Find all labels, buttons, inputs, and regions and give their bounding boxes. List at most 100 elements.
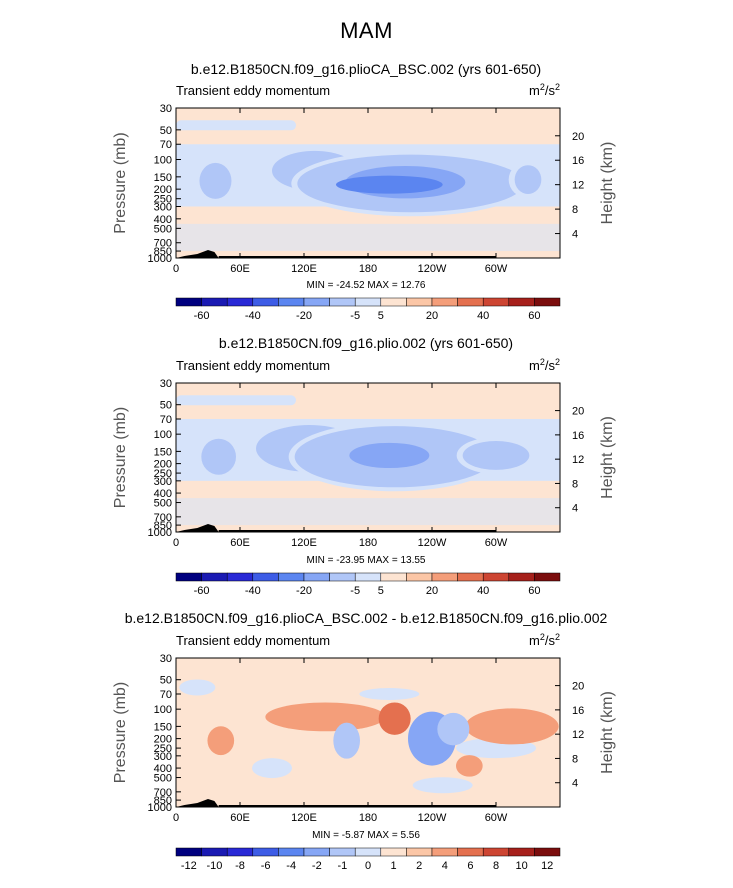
contour-patch [359, 688, 420, 701]
stats-text: MIN = -24.52 MAX = 12.76 [307, 280, 426, 291]
contour-patch [252, 758, 292, 779]
x-tick-label: 120E [291, 263, 317, 275]
y2-tick-label: 12 [572, 729, 584, 741]
y2-tick-label: 16 [572, 155, 584, 167]
y2-tick-label: 4 [572, 229, 578, 241]
colorbar-swatch [431, 847, 458, 857]
colorbar: -12 -10 -8 -6 -4 -2 -1 0 1 2 4 6 8 10 12 [175, 847, 561, 872]
y2-axis-title: Height (km) [599, 142, 616, 225]
colorbar-swatch [329, 572, 356, 582]
y-tick-label: 300 [154, 751, 172, 763]
x-tick-label: 60E [230, 537, 250, 549]
x-tick-label: 120W [418, 812, 447, 824]
colorbar-label: 0 [365, 860, 371, 872]
negative-band [176, 223, 560, 252]
x-tick-label: 0 [173, 812, 179, 824]
y2-axis-title: Height (km) [599, 416, 616, 499]
negative-band [176, 395, 296, 406]
colorbar-label: -2 [312, 860, 322, 872]
x-tick-label: 120E [291, 812, 317, 824]
y2-tick-label: 8 [572, 204, 578, 216]
colorbar-label: -5 [350, 585, 360, 597]
colorbar-label: -40 [245, 310, 261, 322]
x-tick-label: 180 [359, 537, 377, 549]
contour-patch [514, 165, 542, 195]
colorbar-swatch [226, 572, 254, 582]
y2-tick-label: 8 [572, 478, 578, 490]
y2-tick-label: 20 [572, 131, 584, 143]
negative-band [176, 498, 560, 526]
y-tick-label: 70 [160, 689, 172, 701]
y-tick-label: 300 [154, 476, 172, 488]
colorbar-label: 10 [515, 860, 527, 872]
panel-1: b.e12.B1850CN.f09_g16.plioCA_BSC.002 (yr… [112, 61, 616, 322]
contour-patch [179, 679, 216, 696]
y2-tick-label: 16 [572, 430, 584, 442]
colorbar-swatch [534, 572, 561, 582]
y-tick-label: 850 [154, 795, 172, 807]
y-tick-label: 30 [160, 378, 172, 390]
colorbar-swatch [508, 847, 535, 857]
contour-patch [336, 175, 443, 194]
panel-title: b.e12.B1850CN.f09_g16.plio.002 (yrs 601-… [219, 335, 513, 351]
colorbar-label: 60 [528, 310, 540, 322]
y2-tick-label: 4 [572, 778, 578, 790]
colorbar-swatch [380, 297, 407, 307]
colorbar-swatch [457, 297, 484, 307]
y-tick-label: 1000 [148, 253, 172, 265]
colorbar-label: -12 [181, 860, 197, 872]
contour-field [176, 108, 560, 258]
y-tick-label: 150 [154, 721, 172, 733]
colorbar-swatch [329, 297, 356, 307]
stats-text: MIN = -23.95 MAX = 13.55 [307, 555, 426, 566]
colorbar-swatch [406, 297, 433, 307]
colorbar-swatch [354, 572, 382, 582]
y-tick-label: 30 [160, 103, 172, 115]
y2-tick-label: 20 [572, 406, 584, 418]
y-tick-label: 1000 [148, 802, 172, 814]
colorbar-swatch [278, 297, 305, 307]
colorbar-swatch [252, 572, 279, 582]
colorbar-swatch [406, 572, 433, 582]
colorbar-swatch [252, 297, 279, 307]
y-tick-label: 700 [154, 238, 172, 250]
colorbar-swatch [380, 572, 407, 582]
colorbar-label: -1 [338, 860, 348, 872]
y-tick-label: 50 [160, 675, 172, 687]
x-tick-label: 60W [485, 812, 508, 824]
colorbar-swatch [329, 847, 356, 857]
contour-field [176, 658, 560, 807]
contour-patch [456, 755, 483, 777]
x-tick-label: 60W [485, 537, 508, 549]
colorbar-swatch [303, 572, 330, 582]
colorbar-swatch [252, 847, 279, 857]
y2-tick-label: 12 [572, 454, 584, 466]
contour-patch [437, 712, 470, 746]
topography [218, 530, 496, 532]
colorbar-swatch [482, 297, 510, 307]
colorbar-swatch [406, 847, 433, 857]
y-tick-label: 50 [160, 400, 172, 412]
y-tick-label: 500 [154, 223, 172, 235]
colorbar-label: 40 [477, 310, 489, 322]
y-tick-label: 150 [154, 446, 172, 458]
colorbar-label: -20 [296, 310, 312, 322]
field-label: Transient eddy momentum [176, 358, 330, 373]
colorbar-label: -6 [261, 860, 271, 872]
colorbar-swatch [534, 847, 561, 857]
y-tick-label: 500 [154, 498, 172, 510]
y2-tick-label: 8 [572, 753, 578, 765]
y-tick-label: 250 [154, 194, 172, 206]
colorbar-label: 20 [426, 310, 438, 322]
topography [176, 250, 219, 258]
colorbar-label: 60 [528, 585, 540, 597]
y2-tick-label: 16 [572, 705, 584, 717]
y-tick-label: 250 [154, 468, 172, 480]
y-axis-title: Pressure (mb) [112, 407, 129, 508]
contour-patch [207, 726, 235, 756]
colorbar-label: 20 [426, 585, 438, 597]
topography [218, 256, 496, 258]
units-label: m2/s2 [529, 82, 560, 98]
colorbar: -60 -40 -20 -5 5 20 40 60 [175, 297, 561, 322]
